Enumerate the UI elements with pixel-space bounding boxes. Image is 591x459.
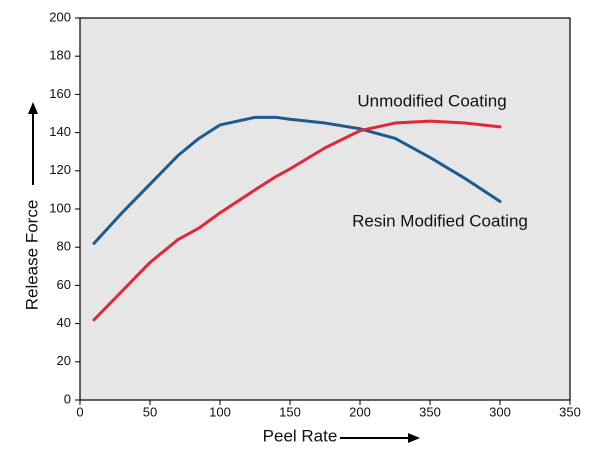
- x-tick-label: 150: [279, 404, 301, 419]
- y-tick-label: 0: [64, 391, 71, 406]
- y-tick-label: 60: [57, 277, 71, 292]
- y-tick-label: 200: [49, 9, 71, 24]
- x-tick-label: 350: [559, 404, 581, 419]
- y-tick-label: 160: [49, 86, 71, 101]
- x-arrow: [340, 433, 420, 443]
- x-tick-label: 350: [419, 404, 441, 419]
- x-tick-label: 50: [143, 404, 157, 419]
- x-tick-label: 200: [349, 404, 371, 419]
- y-tick-label: 80: [57, 239, 71, 254]
- y-tick-label: 120: [49, 162, 71, 177]
- y-tick-label: 100: [49, 200, 71, 215]
- y-axis-label: Release Force: [22, 200, 41, 311]
- y-tick-label: 140: [49, 124, 71, 139]
- x-tick-label: 100: [209, 404, 231, 419]
- plot-area: [79, 17, 571, 401]
- y-arrow: [28, 102, 38, 185]
- x-axis-label: Peel Rate: [263, 426, 338, 445]
- line-series: [92, 115, 502, 245]
- x-tick-label: 0: [76, 404, 83, 419]
- line-series: [92, 119, 502, 322]
- series-label: Unmodified Coating: [357, 91, 506, 110]
- y-tick-label: 40: [57, 315, 71, 330]
- series-label: Resin Modified Coating: [352, 211, 528, 230]
- y-tick-label: 20: [57, 353, 71, 368]
- y-tick-label: 180: [49, 48, 71, 63]
- x-tick-label: 300: [489, 404, 511, 419]
